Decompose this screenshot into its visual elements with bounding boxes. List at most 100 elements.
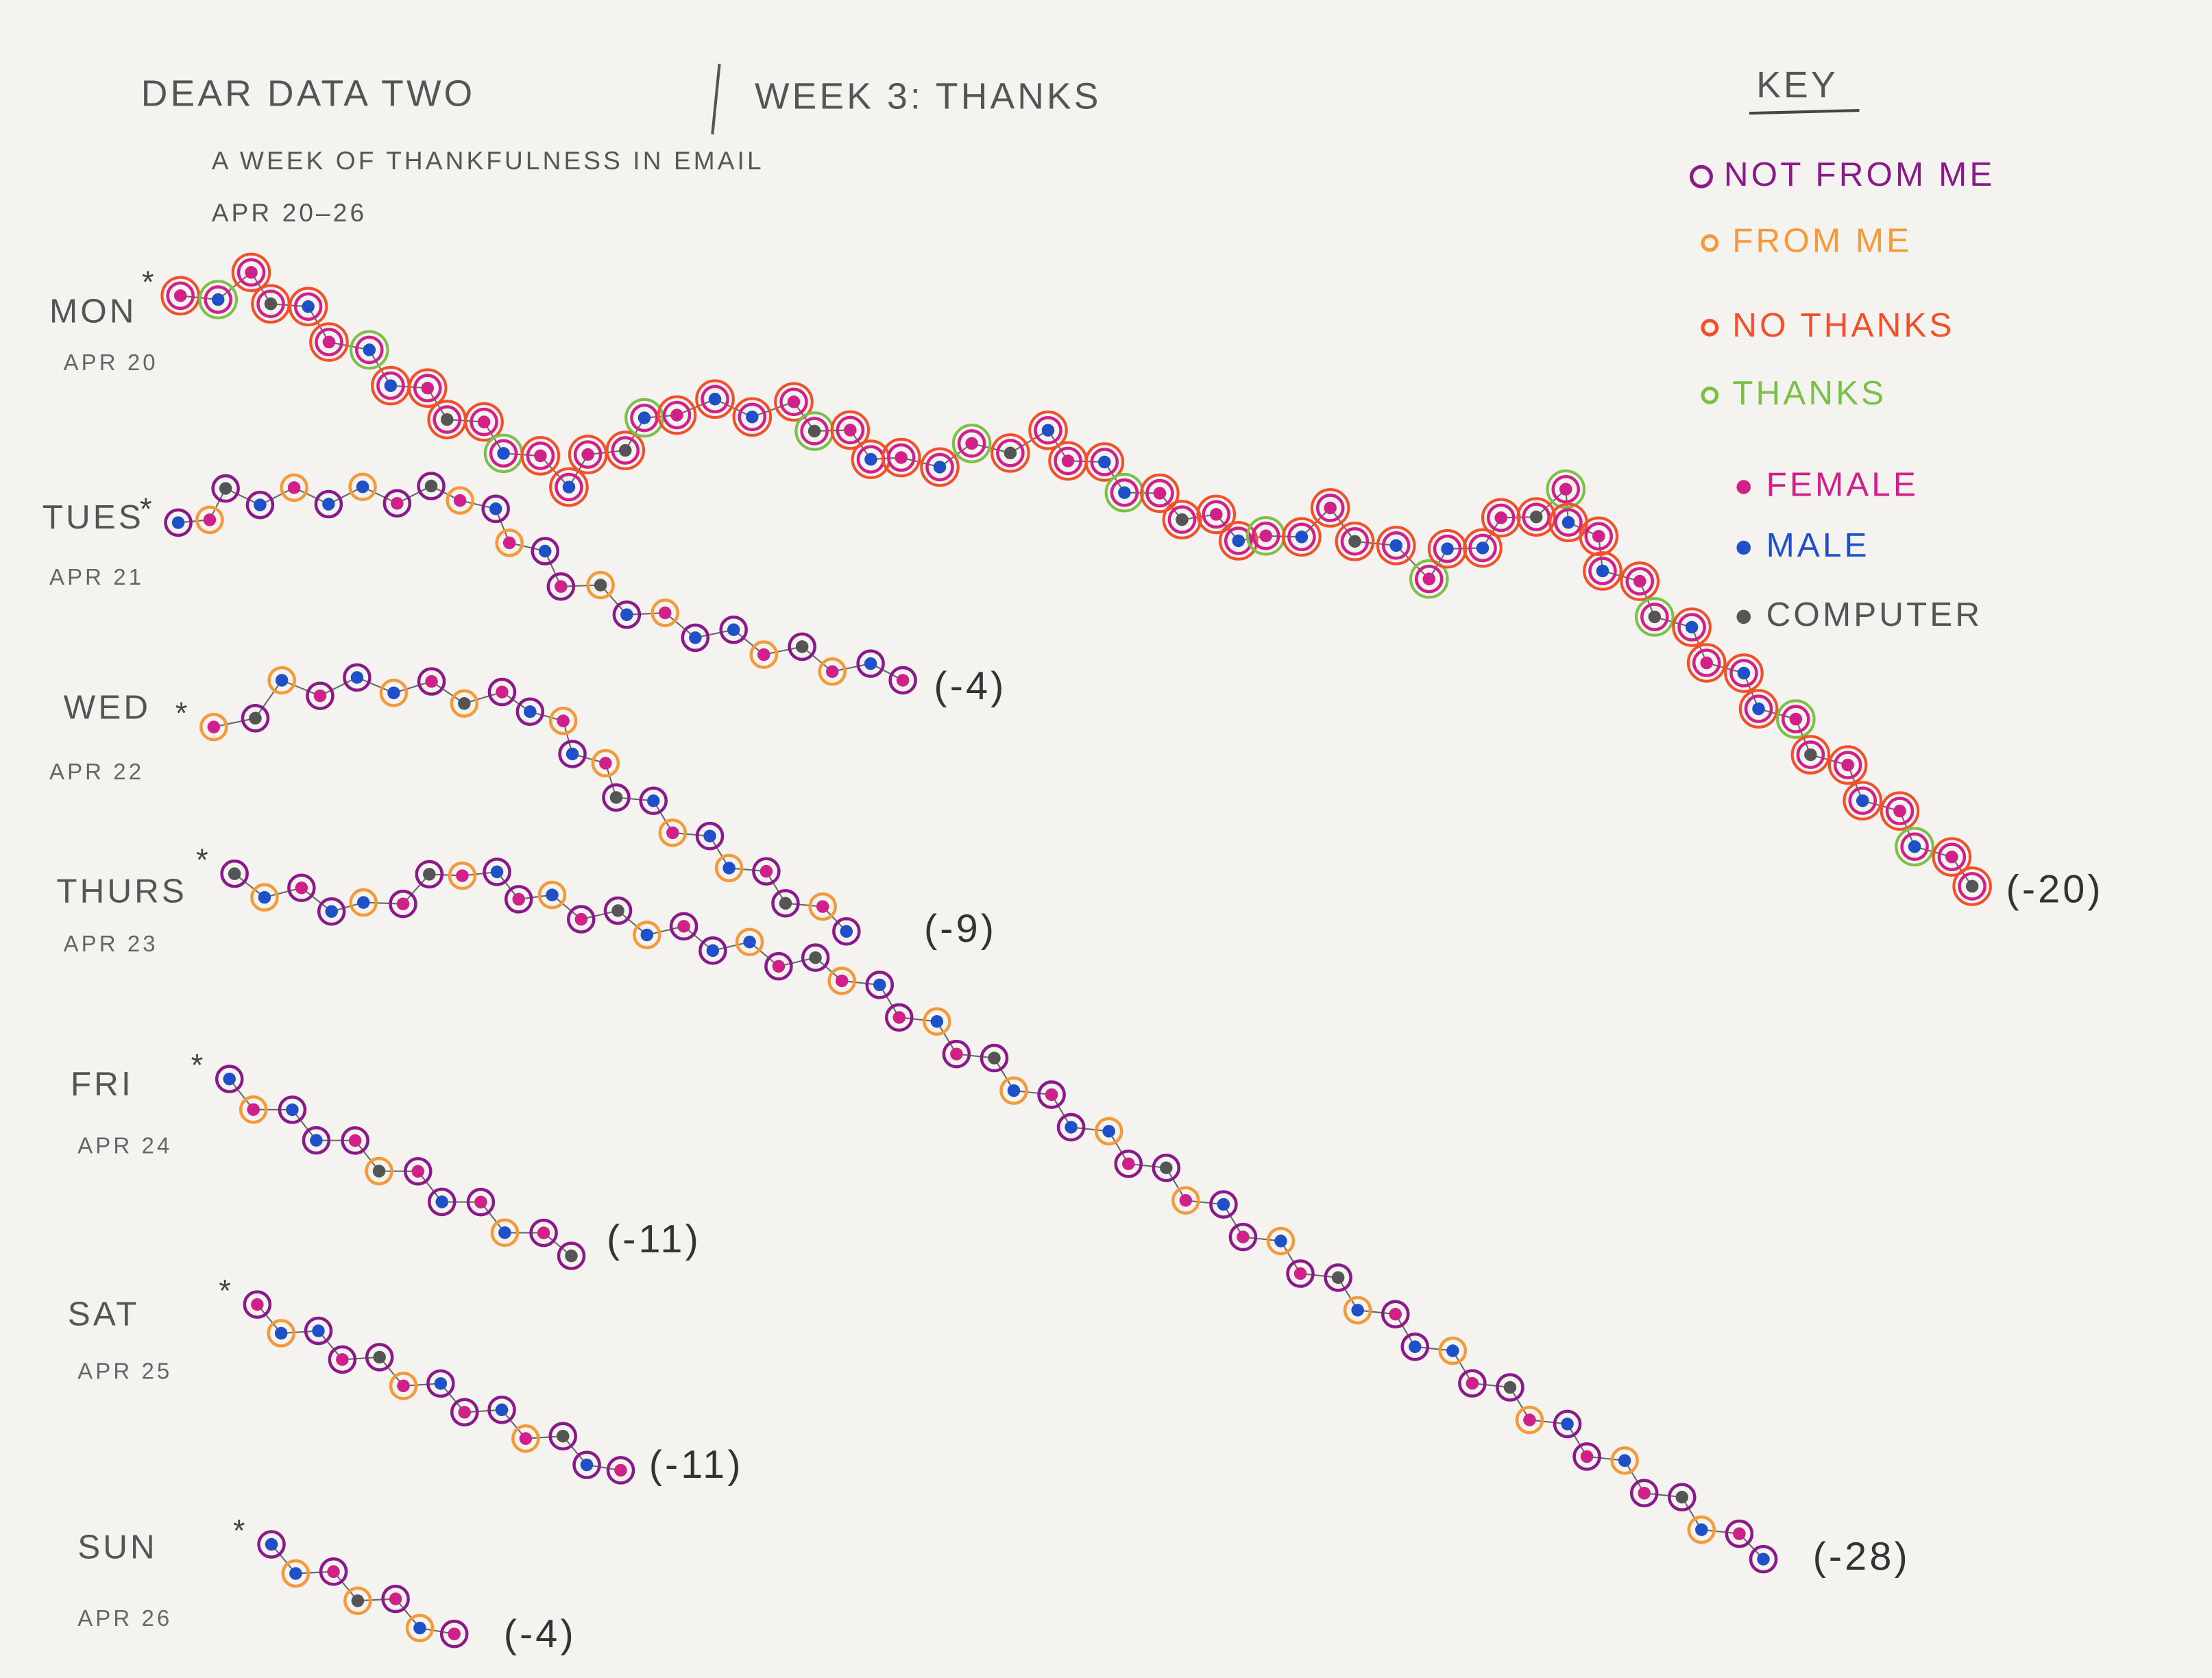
thanks-ring (624, 398, 664, 438)
email-ring (856, 649, 885, 678)
email-dot (327, 1565, 340, 1579)
thanks-ring (1196, 494, 1237, 535)
email-ring (481, 494, 510, 524)
email-ring (1782, 705, 1810, 733)
email-dot (816, 900, 829, 913)
email-ring (343, 1586, 372, 1616)
email-ring (1522, 502, 1551, 531)
email-dot (1045, 1088, 1058, 1102)
email-dot (258, 890, 271, 904)
email-dot (557, 714, 570, 727)
email-dot (594, 579, 607, 592)
email-ring (1381, 531, 1411, 560)
email-ring (611, 436, 640, 465)
email-ring (376, 371, 405, 400)
email-ring (555, 472, 583, 502)
email-ring (243, 1290, 272, 1319)
key-label: Male (1766, 526, 1870, 564)
email-ring (1496, 1373, 1524, 1402)
day-chain: * (140, 472, 917, 695)
email-dot (254, 498, 267, 511)
key-dot (1736, 540, 1751, 555)
chain-line (228, 1078, 572, 1256)
email-ring (1667, 1483, 1697, 1511)
email-ring (381, 1584, 410, 1614)
thanks-ring (1790, 735, 1831, 775)
email-dot (1945, 850, 1958, 864)
email-ring (738, 402, 767, 432)
email-dot (1179, 1193, 1193, 1207)
email-ring (735, 927, 764, 957)
email-dot (581, 448, 594, 461)
thanks-ring (951, 424, 992, 463)
day-total: (-4) (504, 1612, 576, 1656)
email-dot (350, 671, 364, 684)
email-ring (220, 859, 249, 888)
thanks-ring (732, 397, 773, 437)
email-dot (286, 1103, 299, 1117)
email-ring (382, 489, 412, 518)
email-ring (489, 439, 518, 468)
email-dot (611, 904, 624, 917)
email-dot (440, 413, 454, 426)
email-dot (534, 449, 547, 463)
email-ring (426, 1369, 455, 1398)
thanks-ring (520, 436, 561, 476)
email-ring (1152, 1153, 1181, 1182)
email-ring (341, 1126, 369, 1155)
email-dot (1293, 1267, 1307, 1280)
thanks-ring (1376, 526, 1416, 566)
thanks-ring (349, 330, 389, 370)
email-dot (413, 1621, 426, 1635)
thanks-ring (605, 430, 646, 470)
day-label: Fri (71, 1065, 134, 1103)
email-dot (646, 794, 660, 807)
email-dot (373, 1350, 386, 1364)
day-label: Thurs (56, 872, 187, 910)
email-ring (1287, 522, 1316, 552)
email-ring (417, 667, 446, 696)
title: Dear Data Two (141, 74, 476, 114)
email-ring (250, 883, 279, 912)
title-divider (711, 63, 721, 135)
email-dot (207, 720, 221, 733)
email-ring (1937, 842, 1967, 871)
email-dot (274, 1326, 288, 1340)
thanks-ring (1635, 597, 1675, 637)
email-ring (779, 387, 808, 417)
email-dot (313, 689, 327, 703)
email-dot (497, 447, 510, 460)
email-ring (865, 971, 895, 999)
thanks-ring (1463, 528, 1503, 568)
email-dot (245, 266, 258, 279)
email-dot (1893, 804, 1906, 818)
day-chain: * (219, 1274, 635, 1485)
email-ring (771, 889, 800, 918)
start-star: * (196, 842, 211, 877)
email-dot (1153, 487, 1167, 500)
day-total: (-20) (2006, 867, 2104, 911)
email-ring (1056, 1112, 1086, 1142)
day-label: Sat (68, 1296, 140, 1333)
email-ring (204, 285, 233, 314)
email-dot (1121, 1157, 1135, 1171)
email-dot (1274, 1235, 1287, 1248)
email-dot (228, 867, 241, 880)
key-label: No thanks (1732, 306, 1954, 344)
email-dot (1856, 794, 1869, 807)
thanks-ring (1843, 781, 1883, 820)
email-ring (567, 905, 596, 934)
email-dot (537, 1226, 550, 1239)
email-dot (171, 516, 185, 529)
thanks-ring (1776, 699, 1816, 739)
email-ring (487, 1396, 516, 1424)
email-dot (421, 381, 435, 395)
email-dot (965, 437, 978, 450)
thanks-ring (1620, 561, 1660, 601)
thanks-ring (830, 410, 871, 450)
email-dot (363, 343, 376, 356)
email-ring (267, 666, 296, 695)
email-dot (809, 951, 822, 964)
email-ring (1202, 500, 1231, 529)
